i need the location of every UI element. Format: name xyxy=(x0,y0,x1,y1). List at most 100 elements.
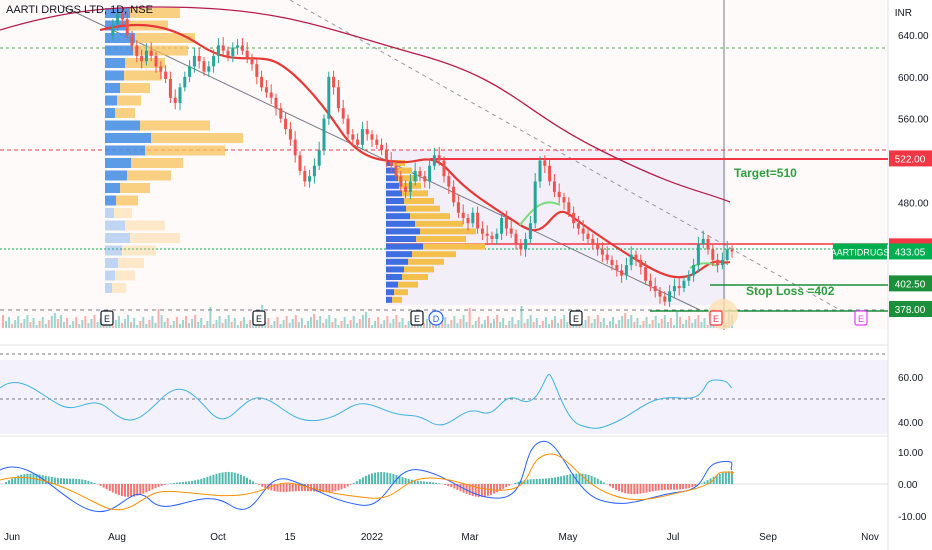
volume-bar xyxy=(508,321,511,328)
rsi-pane xyxy=(0,360,888,434)
macd-hist-bar xyxy=(612,484,614,489)
price-label-box[interactable] xyxy=(889,150,932,167)
vp-bar-down xyxy=(398,175,418,182)
earnings-marker[interactable] xyxy=(569,310,583,326)
volume-bar xyxy=(120,323,123,328)
event-marker-label: E xyxy=(713,314,719,324)
volume-bar xyxy=(612,317,614,328)
volume-bar xyxy=(465,322,468,328)
vp-bar-down xyxy=(133,45,188,56)
volume-bar xyxy=(691,323,694,328)
volume-bar xyxy=(285,316,288,328)
macd-hist-bar xyxy=(47,476,50,484)
rsi-axis-ticks: 60.00 40.00 xyxy=(898,373,923,429)
macd-hist-bar xyxy=(285,484,288,492)
macd-hist-bar xyxy=(529,479,532,484)
candle-body xyxy=(672,286,676,292)
volume-bar xyxy=(566,322,569,328)
macd-hist-bar xyxy=(249,479,252,484)
candle-body xyxy=(216,45,220,56)
candle-body xyxy=(221,45,225,51)
earnings-marker[interactable] xyxy=(854,310,868,326)
volume-bar xyxy=(642,321,645,328)
candle-body xyxy=(202,61,206,72)
candle-body xyxy=(308,176,312,182)
volume-bar xyxy=(273,321,276,328)
candle-body xyxy=(648,280,652,286)
volume-bar xyxy=(685,320,688,328)
dividend-marker[interactable] xyxy=(428,310,444,326)
macd-hist-bar xyxy=(313,484,316,492)
earnings-marker[interactable] xyxy=(100,310,114,326)
vp-bar-up xyxy=(386,258,408,265)
volume-bar xyxy=(615,324,618,328)
volume-bar xyxy=(581,324,584,328)
volume-bar xyxy=(230,322,233,328)
vp-bar-down xyxy=(120,83,150,93)
macd-hist-bar xyxy=(81,479,84,484)
macd-hist-bar xyxy=(642,484,645,494)
vp-bar-down xyxy=(118,258,144,268)
macd-hist-bar xyxy=(371,473,374,484)
price-label-box[interactable] xyxy=(889,275,932,292)
macd-hist-bar xyxy=(618,484,621,492)
volume-bar xyxy=(453,316,456,328)
candle-body xyxy=(197,55,201,62)
vp-bar-down xyxy=(420,228,476,235)
earnings-marker[interactable] xyxy=(252,310,266,326)
macd-hist-bar xyxy=(435,482,438,484)
time-tick-label: Jul xyxy=(667,532,680,543)
candle-body xyxy=(135,45,139,56)
candle-body xyxy=(504,218,508,229)
macd-hist-bar xyxy=(59,478,62,484)
macd-hist-bar xyxy=(154,484,157,489)
macd-hist-bar xyxy=(178,482,181,484)
volume-bar xyxy=(621,316,624,328)
volume-bar xyxy=(276,317,279,328)
macd-hist-bar xyxy=(352,482,355,484)
volume-bar xyxy=(688,316,691,328)
macd-hist-bar xyxy=(581,473,584,484)
price-label-box[interactable] xyxy=(889,243,932,260)
volume-bar xyxy=(624,313,627,328)
candle-body xyxy=(581,228,585,234)
volume-bar xyxy=(136,325,139,328)
volume-bar xyxy=(471,325,474,328)
candle-body xyxy=(269,92,273,98)
volume-bar xyxy=(133,318,136,328)
volume-bar xyxy=(203,325,206,328)
candle-body xyxy=(399,176,403,187)
volume-bar xyxy=(166,318,169,328)
macd-hist-bar xyxy=(236,473,239,484)
volume-bar xyxy=(185,316,187,328)
price-label-box[interactable] xyxy=(889,301,932,318)
macd-hist-bar xyxy=(520,480,523,484)
macd-hist-bar xyxy=(538,478,541,484)
volume-bar xyxy=(648,324,651,328)
macd-hist-bar xyxy=(383,472,386,484)
volume-bar xyxy=(517,320,520,328)
macd-hist-bar xyxy=(29,473,32,484)
price-tick-label: 600.00 xyxy=(898,73,929,84)
volume-bar xyxy=(560,319,563,328)
macd-hist-bar xyxy=(66,478,69,484)
earnings-marker[interactable] xyxy=(410,310,424,326)
earnings-marker[interactable] xyxy=(709,310,723,326)
volume-bar xyxy=(270,325,273,328)
volume-bar xyxy=(188,323,191,328)
macd-hist-bar xyxy=(84,480,87,484)
macd-hist-bar xyxy=(133,484,136,497)
volume-bar xyxy=(401,318,404,328)
volume-bar xyxy=(117,316,120,328)
macd-hist-bar xyxy=(139,484,142,495)
macd-hist-bar xyxy=(621,484,624,493)
macd-hist-bar xyxy=(87,480,90,484)
candle-body xyxy=(471,212,475,224)
volume-bar xyxy=(206,321,209,328)
macd-hist-bar xyxy=(703,481,706,484)
candle-body xyxy=(572,212,576,224)
